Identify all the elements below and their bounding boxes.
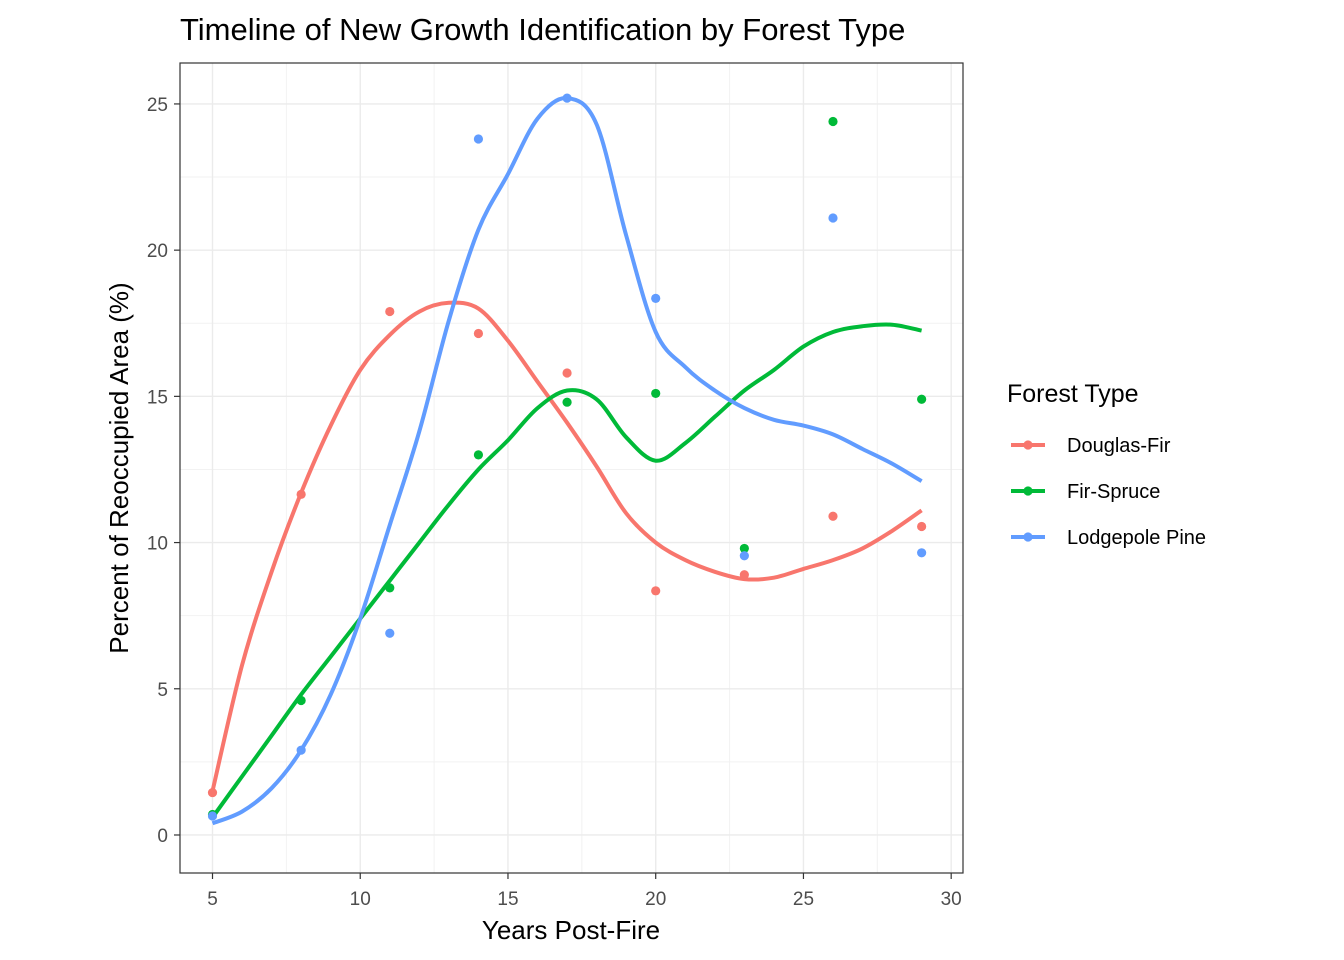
smooth-line-fir-spruce [210,322,923,819]
data-point-douglas-fir [473,328,484,339]
y-axis: 0 5 10 15 20 25 [147,95,180,847]
chart-title: Timeline of New Growth Identification by… [180,12,905,47]
data-point-fir-spruce [385,583,395,593]
data-point-lodgepole-pine [207,811,218,821]
data-point-douglas-fir [385,306,395,317]
grid-major [180,63,963,873]
y-tick-label: 0 [157,826,168,847]
y-tick-label: 10 [147,534,168,555]
data-point-fir-spruce [917,394,927,404]
data-point-fir-spruce [473,450,484,460]
x-tick-label: 20 [645,889,666,910]
legend-item-lodgepole-pine: Lodgepole Pine [1011,527,1206,549]
data-point-fir-spruce [562,397,572,407]
data-point-lodgepole-pine [296,745,306,755]
legend-point [1023,532,1033,542]
smooth-lines [210,96,923,826]
data-point-lodgepole-pine [473,134,484,144]
x-tick-label: 25 [793,889,814,910]
data-point-fir-spruce [296,695,306,706]
y-tick-label: 20 [147,241,168,262]
y-axis-title: Percent of Reoccupied Area (%) [104,282,134,653]
data-point-lodgepole-pine [739,551,749,561]
data-point-douglas-fir [651,586,661,596]
legend-label: Fir-Spruce [1067,481,1160,503]
legend-point [1023,486,1033,496]
smooth-line-douglas-fir [210,300,923,792]
data-point-fir-spruce [651,388,661,399]
legend-point [1023,440,1033,450]
y-tick-label: 25 [147,95,168,116]
x-tick-label: 5 [207,889,218,910]
x-axis: 5 10 15 20 25 30 [207,873,962,910]
data-point-lodgepole-pine [828,213,838,223]
legend-title: Forest Type [1007,380,1139,408]
smooth-line-lodgepole-pine [211,96,923,826]
y-tick-label: 5 [157,680,168,701]
x-axis-title: Years Post-Fire [482,915,660,945]
data-point-lodgepole-pine [917,548,927,558]
legend: Forest Type Douglas-Fir Fir-Spruce Lodgepo… [1007,380,1206,549]
data-point-douglas-fir [296,489,306,499]
data-point-douglas-fir [828,511,838,521]
data-point-fir-spruce [828,116,838,127]
legend-items: Douglas-Fir Fir-Spruce Lodgepole Pine [1011,435,1206,549]
x-tick-label: 15 [497,889,518,910]
data-point-lodgepole-pine [562,93,572,103]
x-tick-label: 10 [350,889,371,910]
data-point-douglas-fir [739,570,749,580]
legend-item-douglas-fir: Douglas-Fir [1011,435,1171,457]
plot-panel [179,62,964,874]
data-point-fir-spruce [739,543,749,554]
legend-item-fir-spruce: Fir-Spruce [1011,481,1160,503]
data-point-douglas-fir [562,368,572,378]
y-tick-label: 15 [147,387,168,408]
data-point-douglas-fir [917,521,927,532]
data-points [207,93,927,821]
data-point-douglas-fir [207,787,218,798]
data-point-lodgepole-pine [385,628,395,638]
legend-label: Douglas-Fir [1067,435,1171,457]
data-point-lodgepole-pine [651,293,661,303]
x-tick-label: 30 [941,889,962,910]
legend-label: Lodgepole Pine [1067,527,1206,549]
panel-border [179,62,964,874]
